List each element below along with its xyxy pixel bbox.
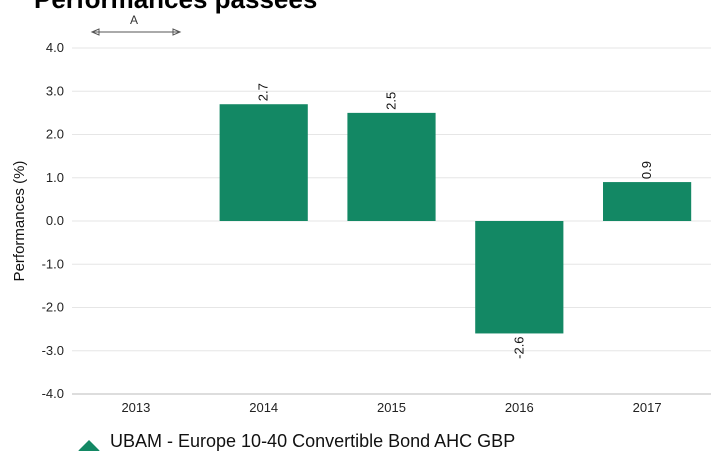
bar-2017 xyxy=(603,182,692,221)
data-labels: 2.7 2.5 -2.6 0.9 xyxy=(256,83,654,359)
y-tick-label: 4.0 xyxy=(46,40,64,55)
legend: UBAM - Europe 10-40 Convertible Bond AHC… xyxy=(78,431,515,451)
y-axis-label: Performances (%) xyxy=(11,161,28,282)
data-label-2016: -2.6 xyxy=(511,336,526,358)
period-marker-arrow-left-icon xyxy=(90,28,100,36)
data-label-2015: 2.5 xyxy=(384,92,399,110)
y-tick-label: 3.0 xyxy=(46,83,64,98)
x-tick-label: 2014 xyxy=(249,400,278,415)
chart-title: Performances passées xyxy=(34,0,317,14)
period-marker-arrow-right-icon xyxy=(172,28,182,36)
data-label-2017: 0.9 xyxy=(639,161,654,179)
x-tick-label: 2017 xyxy=(633,400,662,415)
x-tick-label: 2013 xyxy=(121,400,150,415)
y-axis-ticks: 4.0 3.0 2.0 1.0 0.0 -1.0 -2.0 -3.0 -4.0 xyxy=(42,40,64,401)
period-marker-label: A xyxy=(130,13,138,27)
bar-2016 xyxy=(475,221,564,334)
bars xyxy=(219,104,692,334)
y-tick-label: 2.0 xyxy=(46,127,64,142)
y-tick-label: -1.0 xyxy=(42,256,64,271)
x-tick-label: 2015 xyxy=(377,400,406,415)
legend-label: UBAM - Europe 10-40 Convertible Bond AHC… xyxy=(110,431,515,451)
data-label-2014: 2.7 xyxy=(256,83,271,101)
x-axis-ticks: 2013 2014 2015 2016 2017 xyxy=(121,400,661,415)
bar-2014 xyxy=(219,104,308,221)
x-tick-label: 2016 xyxy=(505,400,534,415)
y-tick-label: 1.0 xyxy=(46,170,64,185)
y-tick-label: -3.0 xyxy=(42,343,64,358)
y-tick-label: 0.0 xyxy=(46,213,64,228)
y-tick-label: -2.0 xyxy=(42,300,64,315)
y-tick-label: -4.0 xyxy=(42,386,64,401)
period-marker: A xyxy=(90,13,182,36)
legend-marker-diamond-icon xyxy=(78,440,100,451)
bar-2015 xyxy=(347,112,436,221)
